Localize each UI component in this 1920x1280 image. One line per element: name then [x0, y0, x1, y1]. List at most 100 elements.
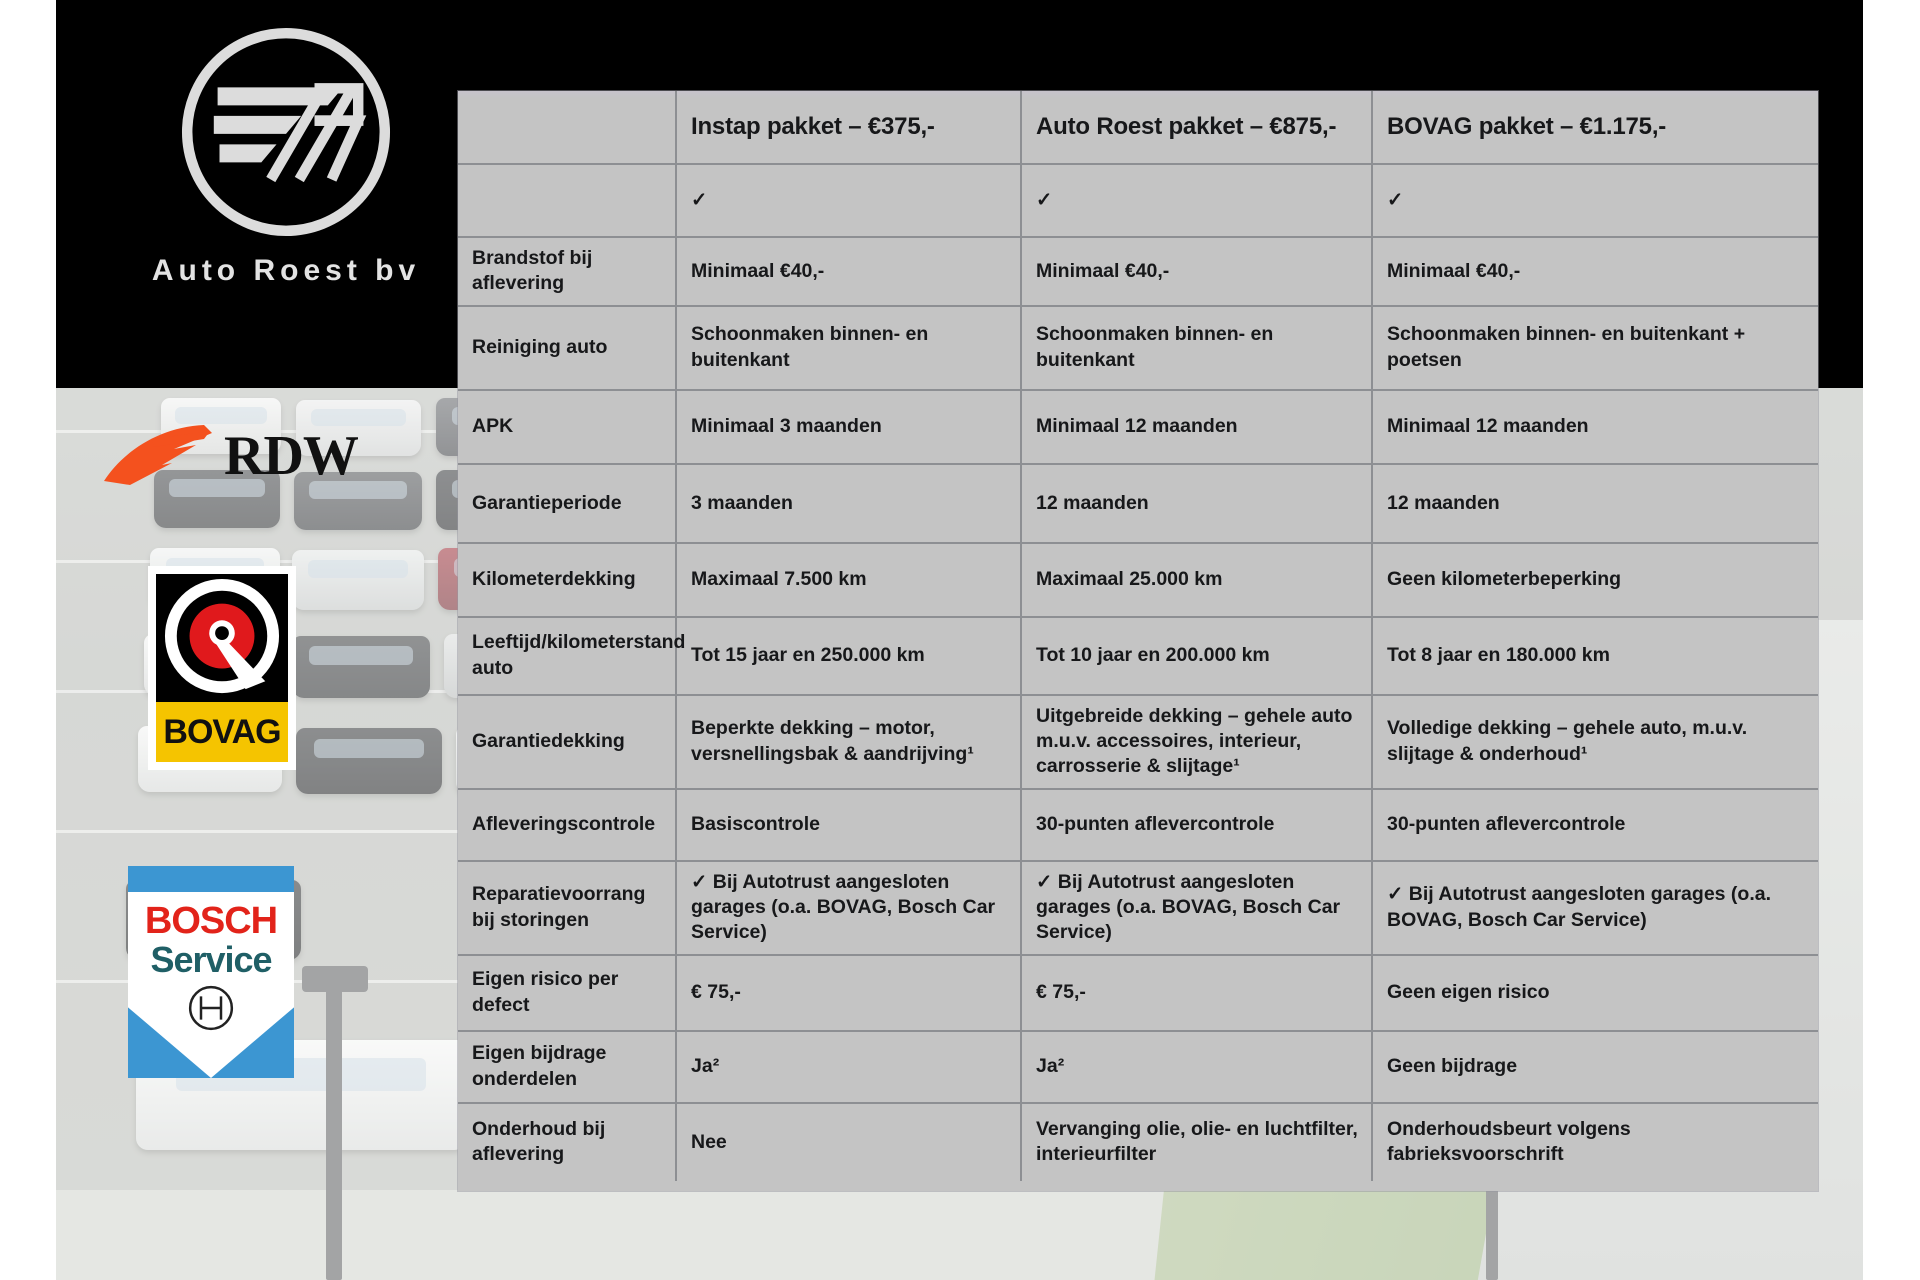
column-header-auto-roest: Auto Roest pakket – €875,- — [1020, 91, 1372, 165]
photo-car — [296, 400, 421, 456]
row-cell-bovag: Volledige dekking – gehele auto, m.u.v. … — [1371, 694, 1818, 790]
rdw-swoosh-icon — [104, 425, 212, 485]
table-row: Garantiedekking Beperkte dekking – motor… — [458, 694, 1818, 790]
brand-logo-block: Auto Roest bv — [116, 18, 456, 348]
row-cell-instap: Basiscontrole — [675, 788, 1021, 862]
bosch-service-logo: BOSCH Service — [128, 866, 294, 1078]
table-row: APK Minimaal 3 maanden Minimaal 12 maand… — [458, 389, 1818, 465]
column-header-feature — [458, 91, 676, 165]
photo-car — [294, 472, 422, 530]
photo-light-head — [302, 966, 368, 992]
row-cell-instap: Minimaal 3 maanden — [675, 389, 1021, 465]
table-row: Reparatievoorrang bij storingen ✓ Bij Au… — [458, 860, 1818, 956]
row-cell-auto-roest: Uitgebreide dekking – gehele auto m.u.v.… — [1020, 694, 1372, 790]
row-label: Reparatievoorrang bij storingen — [458, 860, 676, 956]
row-cell-instap: Beperkte dekking – motor, versnellingsba… — [675, 694, 1021, 790]
table-row: Leeftijd/kilometerstand auto Tot 15 jaar… — [458, 616, 1818, 696]
photo-car — [161, 398, 281, 454]
row-label: Eigen bijdrage onderdelen — [458, 1030, 676, 1104]
photo-light-pole — [326, 980, 342, 1280]
table-header-row: Instap pakket – €375,- Auto Roest pakket… — [458, 91, 1818, 165]
row-cell-bovag: Geen bijdrage — [1371, 1030, 1818, 1104]
row-label: Reiniging auto — [458, 305, 676, 391]
row-cell-bovag: Minimaal €40,- — [1371, 237, 1818, 307]
row-cell-auto-roest: Minimaal 12 maanden — [1020, 389, 1372, 465]
row-cell-auto-roest: Schoonmaken binnen- en buitenkant — [1020, 305, 1372, 391]
column-header-instap: Instap pakket – €375,- — [675, 91, 1021, 165]
row-label: Eigen risico per defect — [458, 954, 676, 1032]
bosch-logo-panel: BOSCH Service — [128, 892, 294, 1078]
row-cell-bovag: ✓ — [1371, 164, 1818, 238]
row-cell-bovag: ✓ Bij Autotrust aangesloten garages (o.a… — [1371, 860, 1818, 956]
row-cell-instap: ✓ Bij Autotrust aangesloten garages (o.a… — [675, 860, 1021, 956]
row-cell-auto-roest: Minimaal €40,- — [1020, 237, 1372, 307]
service-wordmark: Service — [150, 939, 272, 980]
company-name: Auto Roest bv — [151, 254, 421, 287]
row-cell-bovag: Tot 8 jaar en 180.000 km — [1371, 616, 1818, 696]
column-header-bovag: BOVAG pakket – €1.175,- — [1371, 91, 1818, 165]
row-label: Brandstof bij aflevering — [458, 237, 676, 307]
table-row: ✓ ✓ ✓ — [458, 164, 1818, 238]
table-row: Reiniging auto Schoonmaken binnen- en bu… — [458, 305, 1818, 391]
row-cell-instap: Minimaal €40,- — [675, 237, 1021, 307]
photo-parking-line — [56, 980, 816, 983]
rdw-logo: RDW — [100, 418, 370, 494]
row-cell-bovag: Onderhoudsbeurt volgens fabrieksvoorschr… — [1371, 1102, 1818, 1181]
bovag-label: BOVAG — [163, 712, 281, 751]
row-cell-auto-roest: ✓ Bij Autotrust aangesloten garages (o.a… — [1020, 860, 1372, 956]
row-label: Leeftijd/kilometerstand auto — [458, 616, 685, 696]
bovag-logo: BOVAG — [148, 566, 296, 770]
row-cell-auto-roest: Tot 10 jaar en 200.000 km — [1020, 616, 1372, 696]
row-cell-bovag: 12 maanden — [1371, 463, 1818, 544]
row-cell-instap: Maximaal 7.500 km — [675, 542, 1021, 618]
table-row: Brandstof bij aflevering Minimaal €40,- … — [458, 237, 1818, 307]
table-body: ✓ ✓ ✓ Brandstof bij aflevering Minimaal … — [458, 164, 1818, 1181]
row-cell-instap: € 75,- — [675, 954, 1021, 1032]
photo-car — [296, 728, 442, 794]
row-cell-auto-roest: Ja² — [1020, 1030, 1372, 1104]
row-cell-auto-roest: ✓ — [1020, 164, 1372, 238]
row-cell-auto-roest: 12 maanden — [1020, 463, 1372, 544]
photo-parking-line — [56, 830, 756, 833]
row-cell-instap: Ja² — [675, 1030, 1021, 1104]
photo-car — [154, 470, 280, 528]
row-cell-bovag: Geen kilometerbeperking — [1371, 542, 1818, 618]
row-label: Afleveringscontrole — [458, 788, 676, 862]
row-cell-auto-roest: 30-punten aflevercontrole — [1020, 788, 1372, 862]
table-row: Kilometerdekking Maximaal 7.500 km Maxim… — [458, 542, 1818, 618]
row-cell-instap: Nee — [675, 1102, 1021, 1181]
row-label: Onderhoud bij aflevering — [472, 1117, 606, 1166]
table-row: Afleveringscontrole Basiscontrole 30-pun… — [458, 788, 1818, 862]
table-row: Onderhoud bij aflevering Nee Vervanging … — [458, 1102, 1818, 1181]
package-comparison-table: Instap pakket – €375,- Auto Roest pakket… — [458, 91, 1818, 1191]
row-cell-bovag: 30-punten aflevercontrole — [1371, 788, 1818, 862]
comparison-table: Instap pakket – €375,- Auto Roest pakket… — [458, 91, 1818, 1181]
row-cell-instap: Tot 15 jaar en 250.000 km — [675, 616, 1021, 696]
row-label — [458, 164, 676, 238]
bovag-wordmark: BOVAG — [156, 702, 288, 762]
row-cell-bovag: Geen eigen risico — [1371, 954, 1818, 1032]
photo-car — [292, 550, 424, 610]
row-label: APK — [458, 389, 676, 465]
row-cell-auto-roest: Vervanging olie, olie- en luchtfilter, i… — [1020, 1102, 1372, 1181]
rdw-wordmark: RDW — [224, 425, 359, 487]
row-cell-instap: ✓ — [675, 164, 1021, 238]
table-header: Instap pakket – €375,- Auto Roest pakket… — [458, 91, 1818, 165]
table-row: Eigen bijdrage onderdelen Ja² Ja² Geen b… — [458, 1030, 1818, 1104]
table-row: Garantieperiode 3 maanden 12 maanden 12 … — [458, 463, 1818, 544]
table-row: Eigen risico per defect € 75,- € 75,- Ge… — [458, 954, 1818, 1032]
bosch-wordmark: BOSCH — [144, 900, 278, 942]
row-label: Kilometerdekking — [458, 542, 676, 618]
row-cell-auto-roest: Maximaal 25.000 km — [1020, 542, 1372, 618]
auto-roest-monogram-icon — [172, 18, 400, 246]
row-cell-bovag: Schoonmaken binnen- en buitenkant + poet… — [1371, 305, 1818, 391]
row-cell-bovag: Minimaal 12 maanden — [1371, 389, 1818, 465]
row-label: Garantiedekking — [458, 694, 676, 790]
row-cell-auto-roest: € 75,- — [1020, 954, 1372, 1032]
photo-car — [292, 636, 430, 698]
bosch-armature-icon — [188, 985, 234, 1031]
row-label: Garantieperiode — [458, 463, 676, 544]
row-cell-instap: 3 maanden — [675, 463, 1021, 544]
row-cell-instap: Schoonmaken binnen- en buitenkant — [675, 305, 1021, 391]
